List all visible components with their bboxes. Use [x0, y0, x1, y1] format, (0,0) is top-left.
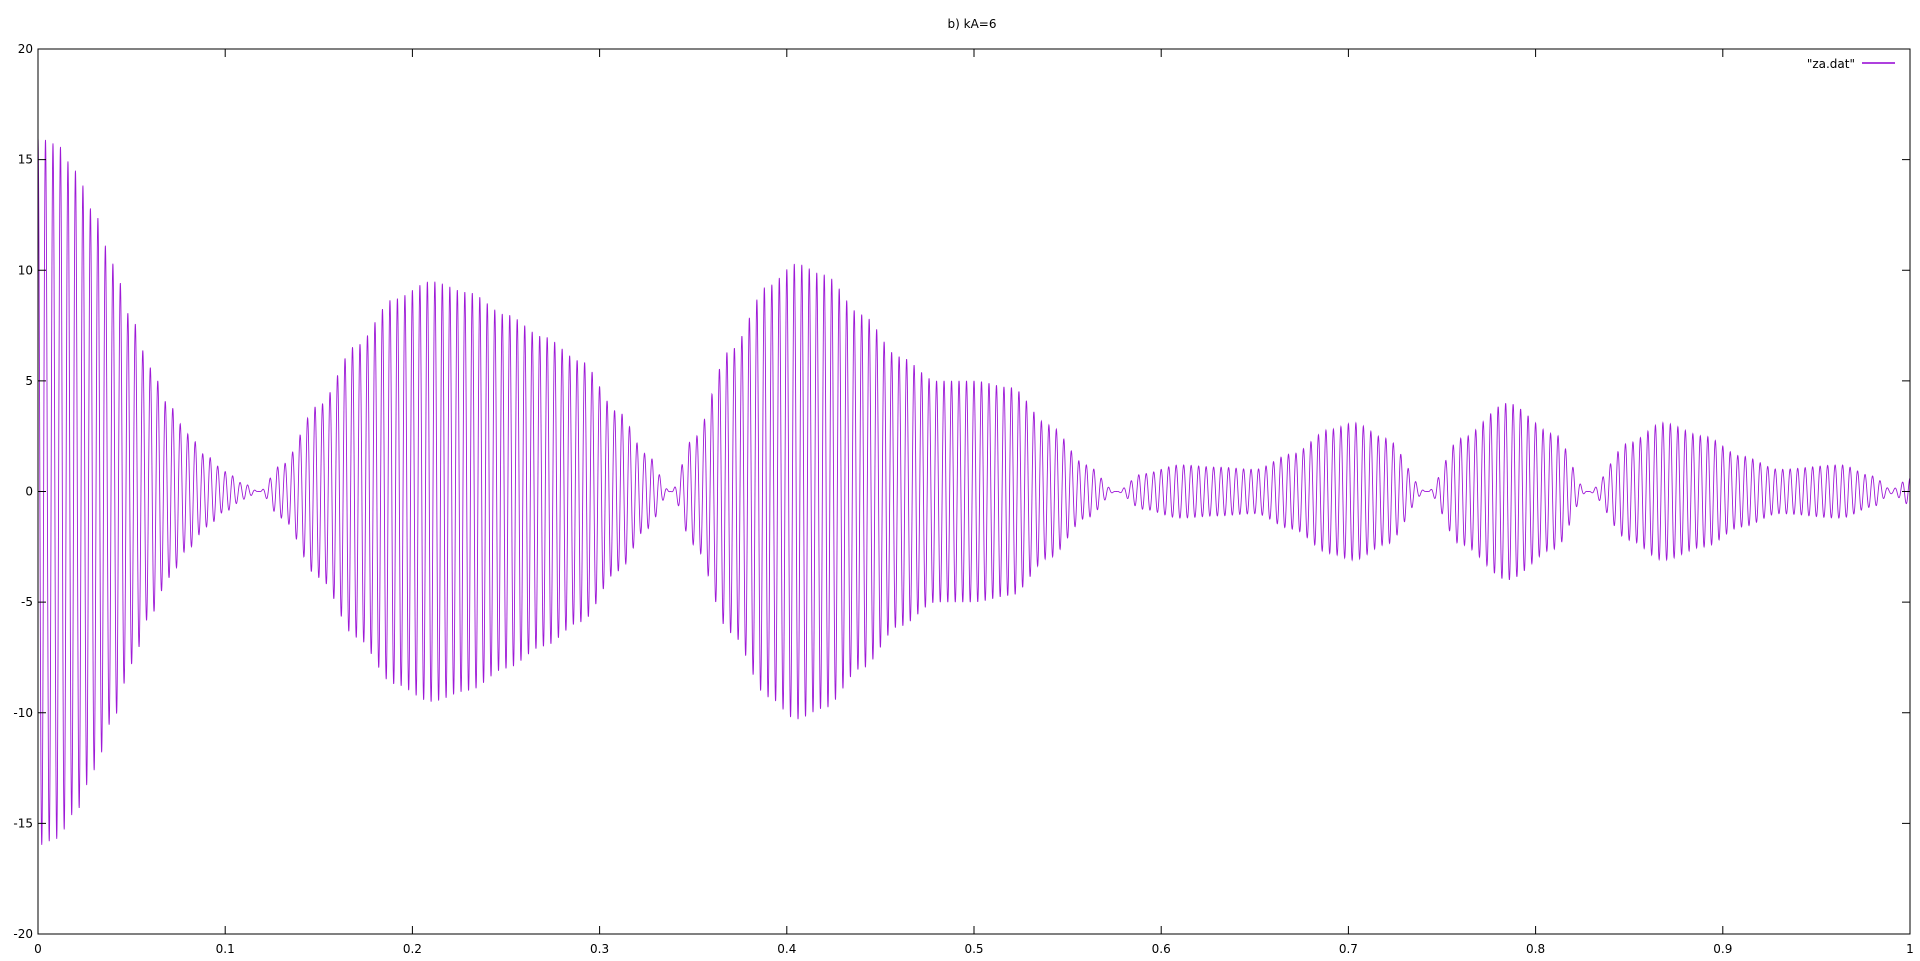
- x-tick-label: 0.6: [1152, 942, 1171, 956]
- y-tick-label: 0: [25, 485, 33, 499]
- legend: "za.dat": [1807, 57, 1895, 71]
- y-tick-label: 15: [18, 153, 33, 167]
- legend-label: "za.dat": [1807, 57, 1855, 71]
- x-tick-label: 0.5: [964, 942, 983, 956]
- y-tick-label: -10: [13, 706, 33, 720]
- x-tick-label: 0.3: [590, 942, 609, 956]
- chart-title: b) kA=6: [948, 17, 997, 31]
- y-tick-label: 5: [25, 374, 33, 388]
- y-tick-label: -20: [13, 927, 33, 941]
- x-tick-label: 0.8: [1526, 942, 1545, 956]
- x-tick-label: 0.1: [216, 942, 235, 956]
- y-tick-label: 10: [18, 263, 33, 277]
- y-tick-label: 20: [18, 42, 33, 56]
- x-tick-label: 1: [1906, 942, 1914, 956]
- x-tick-label: 0: [34, 942, 42, 956]
- x-tick-label: 0.7: [1339, 942, 1358, 956]
- x-tick-label: 0.2: [403, 942, 422, 956]
- series-line: [37, 137, 1911, 845]
- y-tick-label: -15: [13, 816, 33, 830]
- axes: 0 0.1 0.2 0.3 0.4 0.5 0.6 0.7 0.8 0.9 1 -20 -15 -10 -5…: [13, 42, 1913, 956]
- plot-area: [37, 137, 1911, 845]
- plot-border: [37, 48, 1911, 935]
- x-tick-label: 0.9: [1713, 942, 1732, 956]
- x-tick-label: 0.4: [777, 942, 796, 956]
- y-tick-label: -5: [21, 595, 33, 609]
